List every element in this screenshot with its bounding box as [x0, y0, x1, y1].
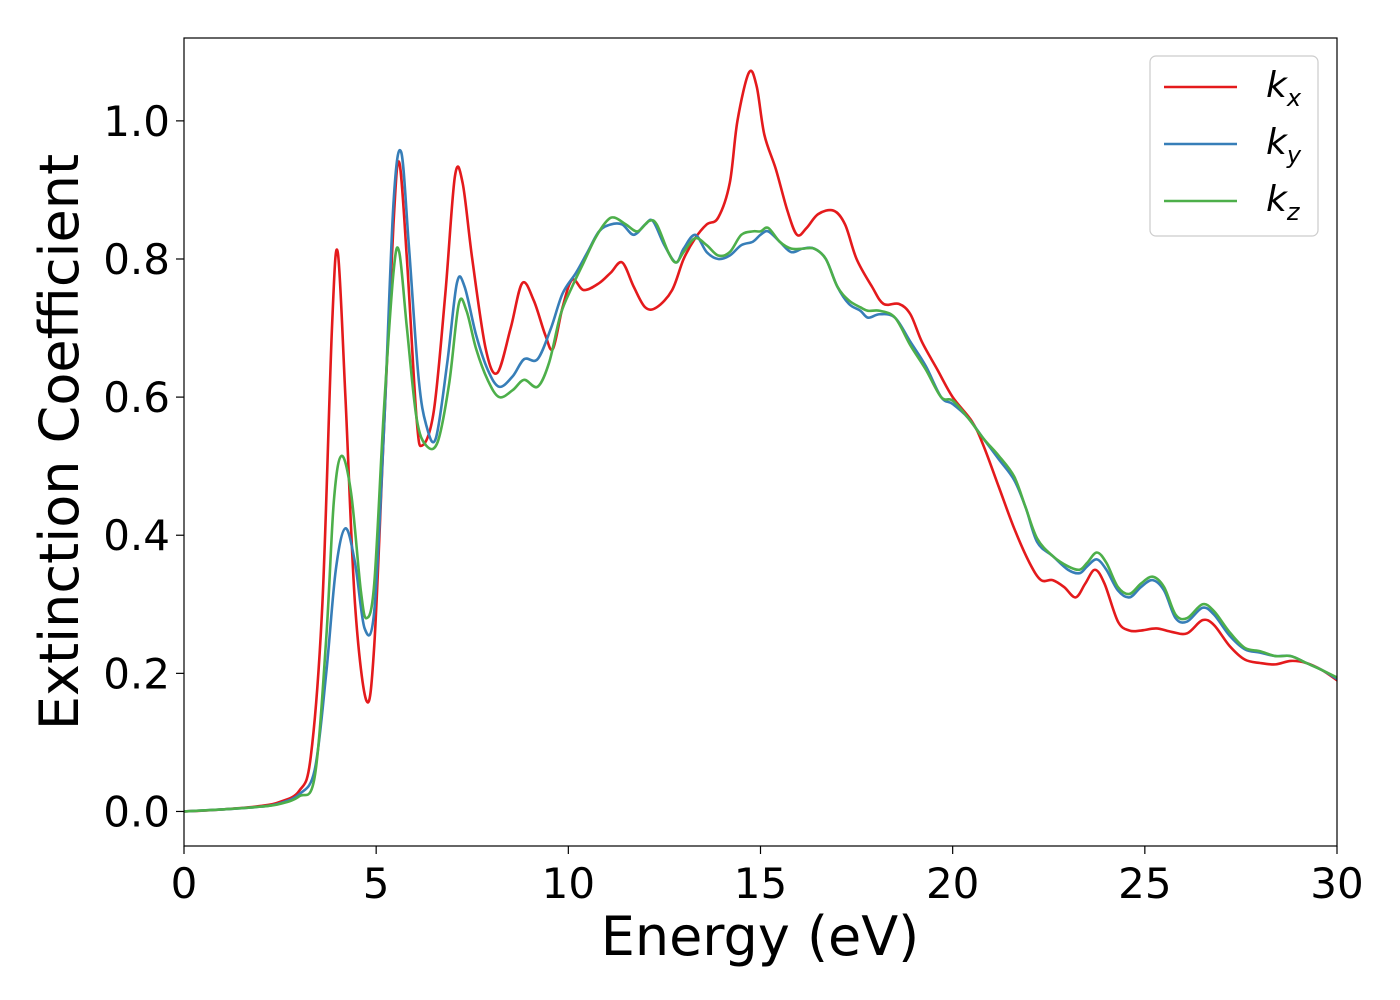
- y-tick-label: 0.4: [103, 511, 170, 560]
- series-line-k-y: [184, 149, 1337, 813]
- x-axis-label: Energy (eV): [601, 905, 920, 968]
- y-tick-label: 1.0: [103, 97, 170, 146]
- y-tick-label: 0.6: [103, 373, 170, 422]
- x-tick-label: 5: [363, 859, 390, 908]
- y-axis: 0.0 0.2 0.4 0.6 0.8 1.0: [103, 97, 184, 836]
- x-axis: 0 5 10 15 20 25 30: [171, 846, 1364, 908]
- x-tick-label: 15: [734, 859, 787, 908]
- y-tick-label: 0.2: [103, 649, 170, 698]
- legend-box: [1149, 55, 1319, 237]
- x-tick-label: 25: [1118, 859, 1171, 908]
- x-tick-label: 10: [542, 859, 595, 908]
- y-tick-label: 0.0: [103, 787, 170, 836]
- series-layer: [184, 69, 1337, 813]
- x-tick-label: 20: [926, 859, 979, 908]
- x-tick-label: 30: [1310, 859, 1363, 908]
- x-tick-label: 0: [171, 859, 198, 908]
- series-line-k-z: [184, 216, 1337, 813]
- y-tick-label: 0.8: [103, 235, 170, 284]
- y-axis-label: Extinction Coefficient: [28, 154, 91, 730]
